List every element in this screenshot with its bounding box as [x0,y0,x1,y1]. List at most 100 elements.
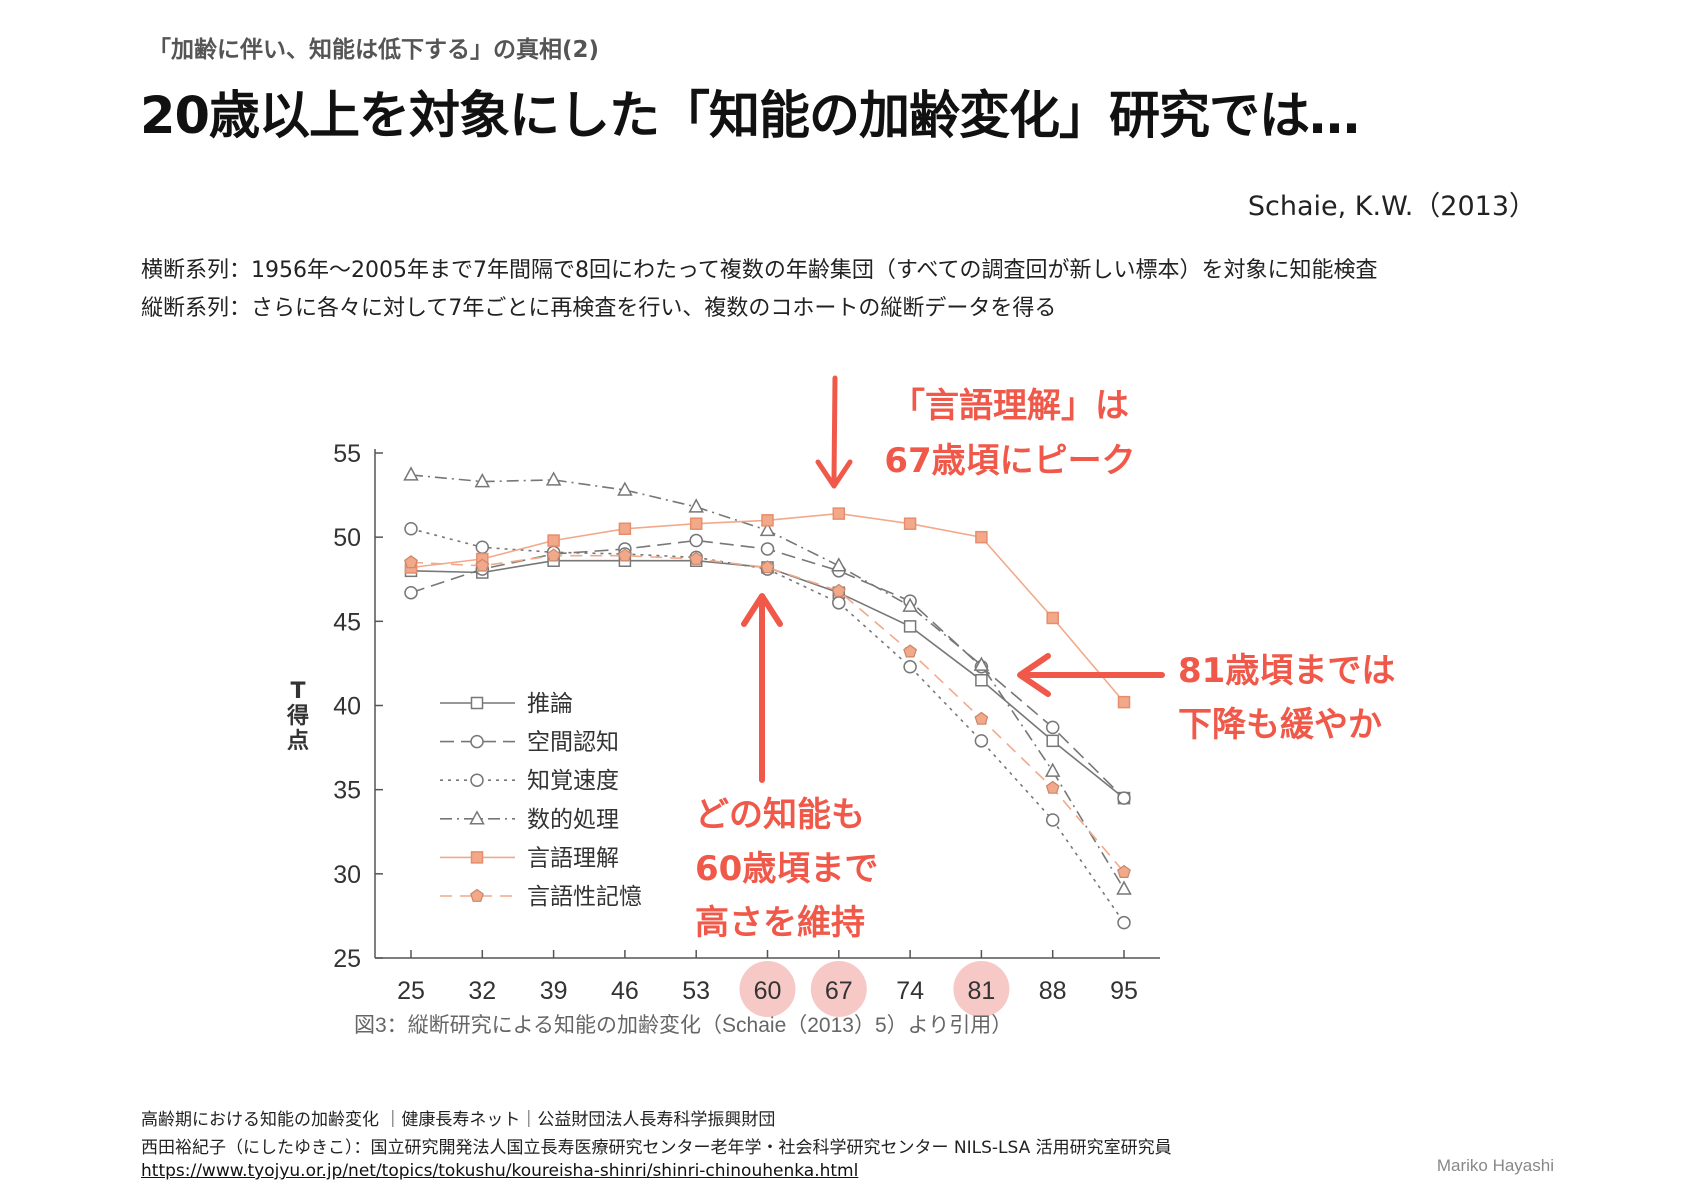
down-arrow-icon [815,375,853,489]
x-tick-label: 25 [397,977,425,1005]
legend-label: 推論 [527,691,573,717]
data-point [973,656,990,671]
data-point [1045,720,1060,735]
series-3 [403,466,1132,895]
data-point [475,540,490,555]
data-point [760,560,775,574]
page-subtitle: 「加齢に伴い、知能は低下する」の真相(2) [148,37,600,63]
legend-marker [470,734,484,749]
data-point [975,674,988,687]
data-point [831,557,847,572]
chart-caption: 図3：縦断研究による知能の加齢変化（Schaie（2013）5）より引用） [354,1014,1012,1037]
annotation-language-peak: 67歳頃にピーク [884,441,1135,481]
data-point [1045,813,1060,827]
data-point [404,555,418,569]
series-5 [404,548,1131,879]
x-tick-label: 81 [967,977,995,1005]
left-arrow-icon [1017,653,1165,697]
x-tick-label: 67 [825,977,853,1005]
page-title: 20歳以上を対象にした「知能の加齢変化」研究では… [140,87,1360,146]
x-tick-label: 39 [540,977,568,1005]
data-point [903,660,917,674]
data-point [1045,780,1060,794]
series-line-0 [410,559,1125,799]
data-point [546,548,561,562]
legend-marker [470,773,484,787]
data-point [1117,915,1131,930]
data-point [832,507,846,520]
annotation-gradual-decline: 下降も緩やか [1178,705,1382,745]
chart-series [403,466,1132,930]
x-tick-label: 88 [1039,977,1067,1005]
chart-axes: 25 30 35 40 45 50 55 25 32 39 46 53 60 67 74 81 88 95 T 得点図… [286,440,1160,1037]
data-point [404,585,418,600]
slide-author: Mariko Hayashi [1436,1156,1554,1175]
data-point [1116,880,1132,895]
legend-label: 空間認知 [527,730,619,756]
legend-marker [470,888,484,902]
data-point [974,711,989,725]
annotation-maintained-until-60: 高さを維持 [695,903,865,943]
data-point [975,530,988,544]
data-point [474,473,491,488]
data-point [902,597,918,612]
source-author: 西田裕紀子（にしたゆきこ）：国立研究開発法人国立長寿医療研究センター老年学・社会… [141,1138,1172,1158]
source-url-link[interactable]: https://www.tyojyu.or.jp/net/topics/toku… [141,1161,859,1181]
legend-label: 言語性記憶 [527,884,642,910]
annotation-language-peak: 「言語理解」は [891,386,1129,426]
y-tick-label: 25 [333,945,361,973]
data-point [760,542,775,556]
legend-marker [470,696,484,710]
annotation-maintained-until-60: 60歳頃まで [695,849,878,889]
legend-label: 言語理解 [527,845,619,871]
data-point [689,517,703,530]
y-tick-label: 50 [333,524,361,552]
data-point [545,471,562,486]
data-point [547,534,560,547]
citation: Schaie, K.W.（2013） [1247,191,1536,222]
data-point [832,596,846,610]
data-point [903,517,917,530]
data-point [689,533,703,548]
x-tick-label: 32 [468,977,496,1005]
source-title: 高齢期における知能の加齢変化 ｜健康長寿ネット｜公益財団法人長寿科学振興財団 [141,1110,776,1130]
data-point [759,521,776,537]
data-point [1046,734,1059,748]
y-tick-label: 40 [333,693,361,721]
x-tick-label: 74 [896,977,924,1005]
data-point [617,481,633,496]
legend-label: 数的処理 [527,807,619,833]
up-arrow-icon [741,593,783,783]
series-0 [404,554,1131,805]
data-point [403,466,419,481]
series-line-1 [410,539,1125,799]
y-axis-label: T 得点 [286,679,309,754]
x-tick-label: 95 [1110,977,1138,1005]
x-tick-label: 60 [754,977,782,1005]
legend-marker [470,851,484,864]
data-point [761,514,774,527]
highlight-circle-60 [739,961,796,1017]
annotation-gradual-decline: 81歳頃までは [1178,651,1395,691]
x-tick-label: 53 [682,977,710,1005]
y-tick-label: 55 [333,440,361,468]
description-cross-sectional: 横断系列：1956年～2005年まで7年間隔で8回にわたって複数の年齢集団（すべ… [141,258,1378,283]
legend-marker [469,810,485,825]
data-point [475,558,490,572]
data-point [1044,762,1061,777]
data-point [1117,695,1131,709]
data-point [831,583,846,597]
y-tick-label: 35 [333,777,361,805]
annotation-maintained-until-60: どの知能も [695,795,865,835]
data-point [903,620,917,633]
data-point [1117,791,1131,805]
data-point [617,548,632,562]
data-point [618,522,632,535]
data-point [974,734,989,748]
data-point [689,551,704,565]
data-point [903,644,918,658]
highlight-circles [739,961,1010,1017]
